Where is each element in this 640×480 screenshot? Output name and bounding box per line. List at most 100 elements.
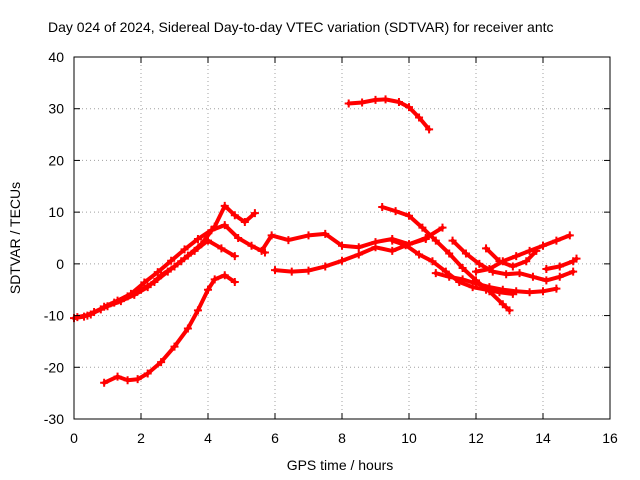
- data-point: [204, 285, 212, 294]
- data-point: [522, 257, 531, 266]
- data-point: [485, 283, 494, 292]
- y-tick-label: -30: [44, 411, 64, 427]
- data-point: [431, 236, 440, 245]
- data-point: [498, 285, 507, 294]
- series-track-13: [482, 244, 541, 271]
- data-point: [157, 358, 166, 367]
- data-point: [528, 272, 537, 281]
- data-point: [421, 234, 430, 242]
- data-point: [542, 265, 551, 274]
- series-track-7: [344, 95, 434, 134]
- data-point: [405, 103, 413, 112]
- data-point: [284, 236, 293, 245]
- data-point: [512, 287, 521, 296]
- data-point: [167, 256, 176, 265]
- x-tick-label: 8: [338, 430, 346, 446]
- data-point: [304, 231, 313, 240]
- data-point: [83, 311, 92, 320]
- data-point: [177, 257, 186, 266]
- data-point: [371, 95, 380, 104]
- data-point: [415, 113, 424, 122]
- y-tick-label: 10: [48, 204, 64, 220]
- data-point: [354, 250, 363, 259]
- data-point: [371, 243, 380, 252]
- data-point: [193, 306, 202, 315]
- data-point: [73, 313, 82, 322]
- data-point: [163, 267, 172, 276]
- series-line: [450, 238, 576, 283]
- data-point: [354, 243, 363, 252]
- data-point: [405, 211, 413, 220]
- data-point: [508, 262, 517, 271]
- data-point: [240, 217, 249, 226]
- data-point: [482, 244, 491, 253]
- data-point: [378, 202, 387, 211]
- data-point: [247, 241, 256, 250]
- series-line: [433, 271, 559, 295]
- data-point: [415, 250, 424, 259]
- chart-title: Day 024 of 2024, Sidereal Day-to-day VTE…: [48, 19, 554, 35]
- data-point: [183, 324, 192, 333]
- data-point: [428, 257, 437, 266]
- data-point: [113, 372, 122, 381]
- data-point: [498, 300, 507, 309]
- data-point: [123, 292, 132, 301]
- x-tick-label: 12: [468, 430, 484, 446]
- data-point: [525, 246, 534, 255]
- data-point: [542, 276, 551, 285]
- data-point: [401, 241, 410, 250]
- data-point: [512, 252, 521, 261]
- y-tick-label: -10: [44, 308, 64, 324]
- data-point: [552, 236, 561, 245]
- y-tick-label: 40: [48, 49, 64, 65]
- y-tick-label: 20: [48, 152, 64, 168]
- series-track-3: [83, 236, 239, 320]
- x-tick-label: 16: [602, 430, 618, 446]
- data-point: [344, 99, 353, 108]
- data-point: [96, 305, 105, 314]
- data-point: [388, 246, 397, 255]
- data-point: [193, 235, 202, 244]
- y-tick-label: -20: [44, 359, 64, 375]
- data-point: [448, 236, 457, 245]
- data-point: [338, 241, 346, 250]
- data-point: [458, 263, 467, 272]
- tick-layer: 0 2 4 6 8 10 12 14 16 -30 -20 -10 0 10 20 30 40: [44, 49, 618, 446]
- data-point: [143, 369, 152, 378]
- data-point: [304, 266, 313, 275]
- data-point: [257, 246, 266, 255]
- data-point: [391, 207, 400, 216]
- x-tick-label: 4: [204, 430, 212, 446]
- data-point: [555, 272, 564, 281]
- data-point: [505, 306, 514, 315]
- data-point: [321, 262, 330, 271]
- data-point: [515, 269, 524, 278]
- x-tick-label: 14: [535, 430, 551, 446]
- data-point: [388, 236, 397, 245]
- y-axis-label: SDTVAR / TECUs: [7, 182, 23, 294]
- data-layer: [70, 95, 581, 387]
- x-tick-label: 0: [70, 430, 78, 446]
- data-point: [271, 266, 279, 275]
- x-tick-label: 2: [137, 430, 145, 446]
- series-track-6: [271, 223, 447, 276]
- data-point: [394, 97, 403, 106]
- data-point: [180, 245, 189, 254]
- data-point: [552, 284, 561, 293]
- data-point: [100, 378, 109, 387]
- data-point: [539, 287, 547, 296]
- data-point: [170, 342, 179, 351]
- data-point: [220, 271, 229, 280]
- series-track-8: [378, 202, 514, 315]
- data-point: [204, 236, 212, 245]
- data-point: [267, 231, 276, 240]
- data-point: [425, 125, 434, 134]
- data-point: [381, 95, 390, 104]
- data-point: [495, 257, 504, 266]
- data-point: [472, 267, 480, 276]
- data-point: [358, 98, 367, 107]
- x-tick-label: 6: [271, 430, 279, 446]
- series-track-12: [472, 231, 574, 276]
